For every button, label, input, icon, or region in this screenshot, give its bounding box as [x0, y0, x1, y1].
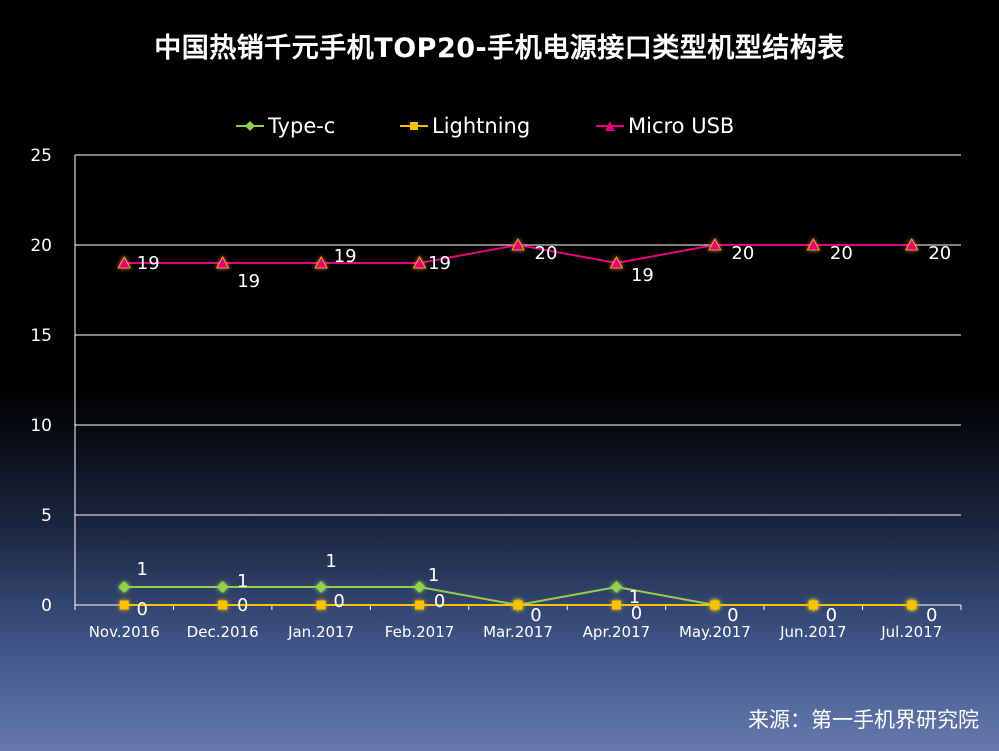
- data-label-micro-usb-6: 20: [731, 243, 754, 264]
- legend-label-micro-usb: Micro USB: [628, 114, 735, 138]
- data-label-micro-usb-0: 19: [137, 253, 160, 274]
- data-label-lightning-6: 0: [727, 605, 738, 626]
- x-tick-label-5: Apr.2017: [583, 623, 651, 641]
- point-lightning-2: [316, 600, 326, 610]
- data-label-type-c-5: 1: [629, 587, 640, 608]
- y-tick-label-5: 5: [41, 506, 52, 526]
- data-label-micro-usb-4: 20: [535, 243, 558, 264]
- point-type-c-5: [610, 581, 623, 593]
- point-micro-usb-8: [905, 238, 919, 251]
- data-label-lightning-1: 0: [237, 595, 248, 616]
- point-lightning-1: [218, 600, 228, 610]
- data-label-lightning-7: 0: [826, 605, 837, 626]
- data-label-micro-usb-8: 20: [928, 243, 951, 264]
- point-lightning-7: [808, 600, 818, 610]
- x-tick-label-8: Jul.2017: [880, 623, 942, 641]
- data-label-type-c-3: 1: [428, 565, 439, 586]
- x-tick-label-3: Feb.2017: [385, 623, 455, 641]
- data-label-micro-usb-3: 19: [428, 253, 451, 274]
- data-label-lightning-4: 0: [530, 605, 541, 626]
- data-label-type-c-0: 1: [136, 559, 147, 580]
- point-lightning-8: [907, 600, 917, 610]
- legend-label-type-c: Type-c: [268, 114, 336, 138]
- legend-item-micro-usb: Micro USB: [596, 114, 734, 138]
- legend-marker-micro-usb: [596, 121, 624, 131]
- point-type-c-2: [315, 581, 328, 593]
- data-label-type-c-2: 1: [325, 551, 336, 572]
- data-label-micro-usb-1: 19: [237, 271, 260, 292]
- point-micro-usb-5: [609, 256, 624, 269]
- point-type-c-0: [118, 581, 131, 593]
- data-label-lightning-3: 0: [434, 591, 445, 612]
- y-tick-label-20: 20: [30, 236, 52, 256]
- x-tick-label-6: May.2017: [679, 623, 751, 641]
- point-micro-usb-4: [511, 238, 525, 251]
- x-tick-label-4: Mar.2017: [483, 623, 553, 641]
- point-micro-usb-0: [117, 256, 131, 269]
- chart-legend: Type-c Lightning Micro USB: [0, 114, 999, 144]
- y-tick-label-10: 10: [30, 416, 52, 436]
- legend-marker-lightning: [400, 122, 428, 130]
- point-type-c-1: [216, 581, 229, 593]
- legend-marker-type-c: [236, 121, 264, 131]
- x-tick-label-1: Dec.2016: [187, 623, 259, 641]
- point-lightning-0: [119, 600, 129, 610]
- data-label-micro-usb-5: 19: [631, 265, 654, 286]
- legend-label-lightning: Lightning: [432, 114, 531, 138]
- point-lightning-4: [513, 600, 523, 610]
- point-lightning-5: [611, 600, 621, 610]
- data-label-type-c-1: 1: [237, 571, 248, 592]
- y-tick-label-15: 15: [30, 326, 52, 346]
- point-micro-usb-6: [708, 238, 722, 251]
- data-label-lightning-2: 0: [333, 591, 344, 612]
- point-micro-usb-3: [412, 256, 427, 269]
- point-micro-usb-7: [806, 238, 821, 251]
- source-note: 来源：第一手机界研究院: [748, 708, 979, 732]
- chart-title: 中国热销千元手机TOP20-手机电源接口类型机型结构表: [154, 33, 845, 64]
- point-lightning-6: [710, 600, 720, 610]
- data-label-lightning-5: 0: [631, 603, 642, 624]
- point-micro-usb-2: [314, 256, 328, 269]
- x-tick-label-2: Jan.2017: [287, 623, 354, 641]
- legend-item-lightning: Lightning: [400, 114, 530, 138]
- data-label-micro-usb-2: 19: [334, 246, 357, 267]
- data-label-micro-usb-7: 20: [830, 243, 853, 264]
- point-type-c-3: [413, 581, 426, 593]
- data-label-lightning-0: 0: [136, 599, 147, 620]
- point-micro-usb-1: [215, 256, 230, 269]
- legend-item-type-c: Type-c: [236, 114, 335, 138]
- y-tick-label-25: 25: [30, 146, 52, 166]
- y-tick-label-0: 0: [41, 596, 52, 616]
- x-tick-label-7: Jun.2017: [779, 623, 846, 641]
- x-tick-label-0: Nov.2016: [89, 623, 160, 641]
- data-label-lightning-8: 0: [926, 605, 937, 626]
- point-lightning-3: [415, 600, 425, 610]
